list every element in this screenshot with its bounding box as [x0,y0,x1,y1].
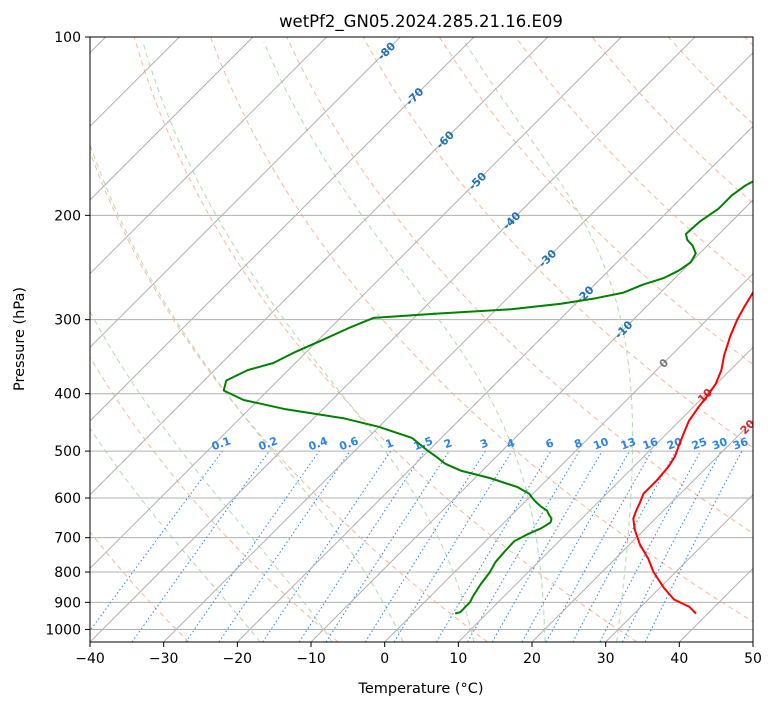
mixing-ratio-line [262,450,392,642]
isotherm-line [236,125,753,642]
mixing-ratio-line [545,450,653,642]
mixing-ratio-line [393,450,513,642]
y-tick-label: 300 [54,313,81,329]
y-tick-label: 900 [54,595,81,611]
moist-adiabat-line [90,427,261,642]
x-tick-label: −10 [296,651,326,667]
x-tick-label: 30 [597,651,615,667]
mixing-ratio-line [218,450,351,642]
mixing-ratio-label: 13 [619,435,638,452]
y-axis-label: Pressure (hPa) [12,287,28,391]
x-tick-label: 50 [744,651,762,667]
mixing-ratio-label: 20 [665,435,684,453]
mixing-ratio-line [572,450,677,642]
x-tick-label: 40 [670,651,688,667]
x-tick-label: 10 [449,651,467,667]
y-tick-label: 500 [54,444,81,460]
y-tick-label: 100 [54,30,81,46]
mixing-ratio-line [644,450,743,642]
sounding-series [222,180,753,615]
dewpoint-profile-line [222,180,753,615]
dry-adiabat-line [515,37,753,284]
isotherm-line [163,51,753,642]
moist-adiabat-line [90,142,404,642]
dry-adiabat-line [90,356,339,642]
mixing-ratio-label: 1 [384,436,396,451]
mixing-ratio-labels: 0.1 0.2 0.4 0.6 1 1.5 2 3 4 6 8 10 13 16 20 25 30 36 [210,434,750,453]
mixing-ratio-label: 4 [505,436,517,451]
isotherm-line [384,272,753,642]
mixing-ratio-line [131,450,270,642]
isotherm-line [605,493,753,642]
y-tick-label: 600 [54,491,81,507]
isotherm-line [531,420,753,642]
mixing-ratio-label: 10 [592,435,611,453]
x-tick-label: −30 [149,651,179,667]
mixing-ratio-label: 1.5 [412,434,435,453]
mixing-ratio-label: 36 [731,435,750,453]
x-axis-label: Temperature (°C) [357,681,483,697]
mixing-ratio-label: 0.1 [210,434,233,453]
isotherm-line [90,37,328,275]
isotherm-line [90,37,254,201]
isobar-gridlines [90,37,753,630]
isotherm-line [90,37,475,422]
chart-title: wetPf2_GN05.2024.285.21.16.E09 [279,12,563,32]
temperature-profile-line [632,290,753,615]
x-tick-label: −40 [75,651,105,667]
isotherm-line [90,37,696,642]
mixing-ratio-label: 3 [478,436,490,451]
mixing-ratio-line [521,450,630,642]
dry-adiabat-line [438,37,753,366]
mixing-ratio-line [325,450,450,642]
mixing-ratio-label: 16 [641,435,660,453]
y-tick-label: 200 [54,208,81,224]
x-axis: −40 −30 −20 −10 0 10 20 30 40 50 [75,642,762,667]
isotherm-line [90,37,401,349]
plot-area: -100-90-80-70-60-50-40-30-20-10010203040… [90,37,753,642]
y-tick-label: 400 [54,387,81,403]
y-axis: 100 200 300 400 500 600 700 800 900 1000 [45,30,90,638]
isotherm-line [310,199,753,642]
y-tick-label: 700 [54,531,81,547]
dry-adiabat-line [90,531,190,642]
x-tick-label: 0 [380,651,389,667]
mixing-ratio-label: 0.4 [307,434,330,453]
mixing-ratio-lines [90,450,743,642]
moist-adiabat-line [142,41,475,642]
skewed-isotherms [90,37,753,642]
dry-adiabat-line [210,37,753,623]
isotherm-line [90,37,549,496]
dry-adiabat-line [133,37,638,642]
y-tick-label: 1000 [45,622,81,638]
mixing-ratio-line [298,450,425,642]
x-tick-label: 20 [523,651,541,667]
isotherm-line [457,346,753,642]
moist-adiabat-line [263,41,546,642]
y-tick-label: 800 [54,565,81,581]
mixing-ratio-label: 2 [442,436,454,451]
mixing-ratio-label: 25 [690,435,709,452]
plot-frame [89,36,754,643]
mixing-ratio-label: 8 [572,436,584,451]
isotherm-line [90,37,622,570]
x-tick-label: −20 [223,651,253,667]
mixing-ratio-label: 0.6 [338,434,361,453]
mixing-ratio-label: 30 [710,435,729,453]
mixing-ratio-line [90,450,223,632]
mixing-ratio-line [185,450,320,642]
mixing-ratio-label: 0.2 [257,434,280,453]
dry-adiabat-line [90,150,488,642]
mixing-ratio-label: 6 [544,436,556,451]
